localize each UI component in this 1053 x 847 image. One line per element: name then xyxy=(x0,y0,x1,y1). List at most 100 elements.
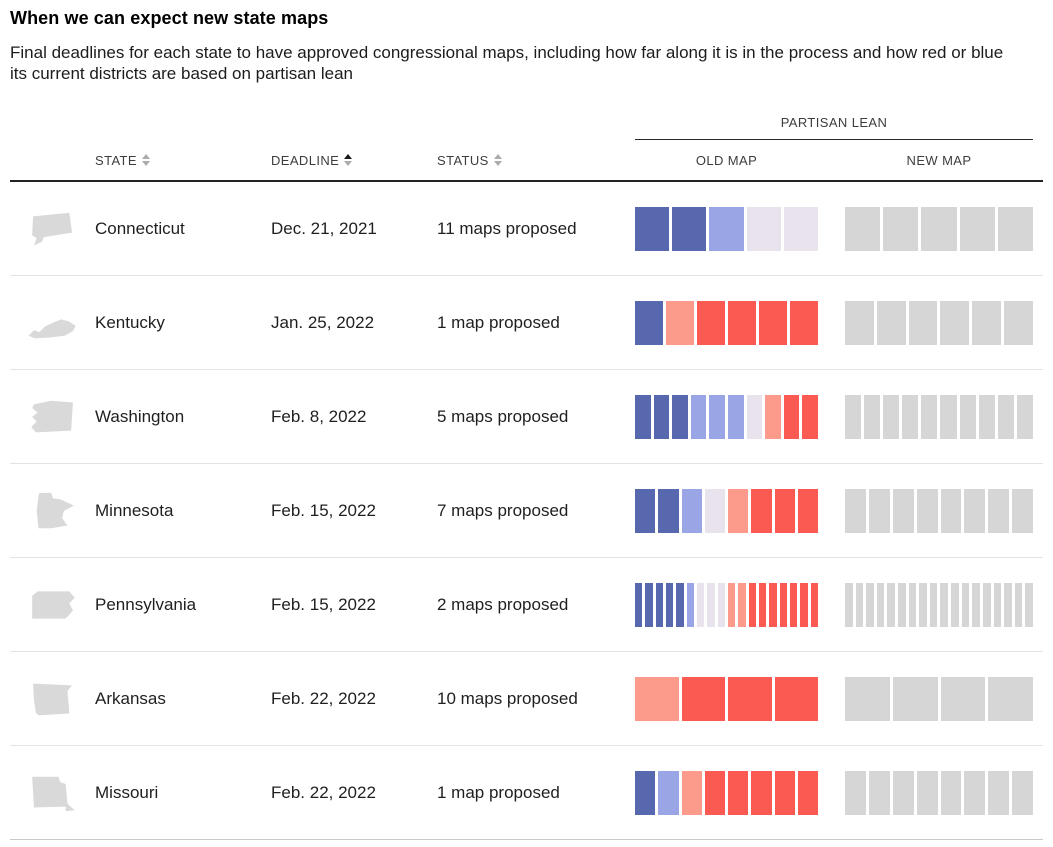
new-map-district-square xyxy=(898,582,906,627)
new-map-district-square xyxy=(964,488,986,533)
new-map-district-square xyxy=(988,770,1010,815)
new-map-district-square xyxy=(929,582,938,627)
deadline-date: Feb. 22, 2022 xyxy=(271,688,376,708)
old-map-district-square xyxy=(696,582,705,627)
new-map-district-square xyxy=(1004,300,1033,345)
old-map-district-square xyxy=(748,582,756,627)
deadline-date: Feb. 15, 2022 xyxy=(271,594,376,614)
old-map-district-square xyxy=(658,770,679,815)
old-map-district-square xyxy=(709,206,744,251)
new-map-district-square xyxy=(961,582,970,627)
old-map-district-square xyxy=(765,394,781,439)
new-map-lean-bar xyxy=(845,488,1033,533)
old-map-district-square xyxy=(658,488,679,533)
old-map-district-square xyxy=(665,582,674,627)
old-map-district-square xyxy=(709,394,725,439)
status-text: 1 map proposed xyxy=(437,312,560,332)
new-map-column-label: NEW MAP xyxy=(906,152,972,168)
new-map-district-square xyxy=(940,676,986,721)
old-map-district-square xyxy=(697,300,725,345)
state-name: Minnesota xyxy=(95,500,174,520)
table-row-connecticut: Connecticut Dec. 21, 2021 11 maps proposed xyxy=(10,182,1043,277)
page-title: When we can expect new state maps xyxy=(10,8,329,28)
state-column-label: STATE xyxy=(95,152,137,168)
old-map-district-square xyxy=(717,582,725,627)
new-map-district-square xyxy=(1012,770,1033,815)
new-map-district-square xyxy=(916,488,938,533)
connecticut-state-icon xyxy=(10,205,95,253)
deadline-column-label: DEADLINE xyxy=(271,152,340,168)
old-map-lean-bar xyxy=(635,394,818,439)
old-map-district-square xyxy=(727,582,736,627)
page-subtitle: Final deadlines for each state to have a… xyxy=(10,43,1004,83)
partisan-lean-header-row: PARTISAN LEAN xyxy=(10,114,1043,141)
new-map-district-square xyxy=(902,394,919,439)
state-name: Connecticut xyxy=(95,218,185,238)
table-row-arkansas: Arkansas Feb. 22, 2022 10 maps proposed xyxy=(10,652,1043,747)
deadline-date: Feb. 22, 2022 xyxy=(271,782,376,802)
new-map-district-square xyxy=(916,770,938,815)
pennsylvania-state-icon xyxy=(10,581,95,629)
old-map-district-square xyxy=(704,488,725,533)
new-map-district-square xyxy=(972,300,1002,345)
column-header-new-map: NEW MAP xyxy=(845,153,1033,168)
old-map-lean-bar xyxy=(635,300,818,345)
new-map-district-square xyxy=(887,582,896,627)
old-map-district-square xyxy=(790,300,818,345)
new-map-district-square xyxy=(919,582,927,627)
new-map-district-square xyxy=(845,770,866,815)
old-map-district-square xyxy=(707,582,715,627)
old-map-district-square xyxy=(666,300,694,345)
sort-arrows-state-icon xyxy=(141,154,150,167)
old-map-lean-bar xyxy=(635,770,818,815)
old-map-district-square xyxy=(774,770,795,815)
new-map-district-square xyxy=(1004,582,1012,627)
new-map-district-square xyxy=(1014,582,1023,627)
new-map-district-square xyxy=(951,582,959,627)
old-map-district-square xyxy=(728,300,756,345)
old-map-district-square xyxy=(758,582,767,627)
table-row-missouri: Missouri Feb. 22, 2022 1 map proposed xyxy=(10,746,1043,841)
new-map-district-square xyxy=(1012,488,1033,533)
new-map-district-square xyxy=(883,206,919,251)
new-map-district-square xyxy=(993,582,1002,627)
old-map-district-square xyxy=(789,582,798,627)
column-header-deadline[interactable]: DEADLINE xyxy=(271,153,437,168)
old-map-district-square xyxy=(635,394,651,439)
new-map-district-square xyxy=(892,488,914,533)
old-map-lean-bar xyxy=(635,206,819,251)
column-header-status[interactable]: STATUS xyxy=(437,153,635,168)
state-name: Kentucky xyxy=(95,312,165,332)
old-map-district-square xyxy=(800,582,808,627)
old-map-district-square xyxy=(783,394,800,439)
old-map-district-square xyxy=(635,206,670,251)
new-map-district-square xyxy=(845,206,881,251)
new-map-district-square xyxy=(864,394,881,439)
old-map-lean-bar xyxy=(635,676,818,721)
old-map-district-square xyxy=(672,394,688,439)
old-map-district-square xyxy=(759,300,787,345)
new-map-district-square xyxy=(908,300,938,345)
column-header-state[interactable]: STATE xyxy=(95,153,271,168)
new-map-district-square xyxy=(988,488,1010,533)
old-map-district-square xyxy=(686,582,694,627)
table-row-washington: Washington Feb. 8, 2022 5 maps proposed xyxy=(10,370,1043,465)
table-row-pennsylvania: Pennsylvania Feb. 15, 2022 2 maps proposed xyxy=(10,558,1043,653)
deadlines-table: PARTISAN LEAN STATE DEADLINE STATUS OLD … xyxy=(10,114,1043,841)
status-text: 11 maps proposed xyxy=(437,218,577,238)
new-map-lean-bar xyxy=(845,206,1034,251)
old-map-district-square xyxy=(635,770,656,815)
minnesota-state-icon xyxy=(10,487,95,535)
partisan-lean-group-header: PARTISAN LEAN xyxy=(635,114,1033,141)
new-map-district-square xyxy=(940,394,957,439)
sort-arrows-deadline-icon xyxy=(344,154,353,167)
old-map-district-square xyxy=(728,676,772,721)
new-map-district-square xyxy=(921,394,938,439)
new-map-district-square xyxy=(940,300,970,345)
old-map-district-square xyxy=(797,770,818,815)
old-map-district-square xyxy=(746,206,781,251)
new-map-district-square xyxy=(997,206,1034,251)
old-map-district-square xyxy=(779,582,787,627)
new-map-lean-bar xyxy=(845,582,1033,627)
